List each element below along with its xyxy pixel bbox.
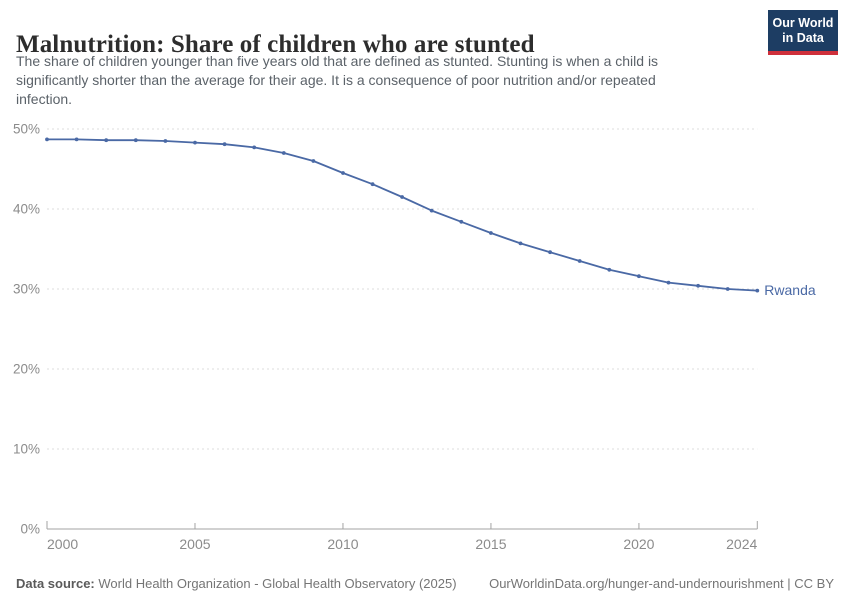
- x-tick-label: 2000: [47, 536, 78, 552]
- data-point[interactable]: [637, 274, 641, 279]
- data-point[interactable]: [607, 267, 612, 272]
- x-tick-label: 2024: [726, 536, 757, 552]
- data-source: Data source: World Health Organization -…: [16, 576, 457, 591]
- data-point[interactable]: [222, 142, 227, 147]
- subtitle-line: significantly shorter than the average f…: [16, 72, 656, 88]
- owid-logo-line1: Our World: [772, 16, 834, 30]
- stunting-line-chart[interactable]: 0% 10% 20% 30% 40% 50% 2000 2005 2010 2015 2020 202…: [0, 112, 850, 560]
- data-point[interactable]: [429, 208, 434, 213]
- data-point[interactable]: [518, 241, 523, 246]
- license-link[interactable]: OurWorldinData.org/hunger-and-undernouri…: [489, 576, 834, 591]
- data-point[interactable]: [696, 283, 700, 288]
- data-point[interactable]: [311, 159, 316, 163]
- y-tick-label: 20%: [13, 362, 40, 377]
- subtitle-line: The share of children younger than five …: [16, 53, 659, 69]
- data-point[interactable]: [45, 137, 49, 142]
- y-tick-label: 10%: [13, 442, 40, 457]
- data-point[interactable]: [666, 280, 671, 285]
- data-point[interactable]: [193, 140, 197, 145]
- data-point[interactable]: [489, 231, 493, 235]
- y-tick-label: 30%: [13, 282, 40, 297]
- page-subtitle: The share of children younger than five …: [16, 52, 746, 109]
- subtitle-line: infection.: [16, 91, 73, 107]
- data-source-value: World Health Organization - Global Healt…: [98, 576, 457, 591]
- data-point[interactable]: [252, 145, 257, 150]
- x-tick-label: 2020: [623, 536, 654, 552]
- data-point[interactable]: [104, 138, 109, 143]
- owid-logo-line2: in Data: [782, 31, 824, 45]
- series-line: [46, 138, 759, 292]
- page-title: Malnutrition: Share of children who are …: [16, 30, 535, 58]
- series-entity-label[interactable]: Rwanda: [764, 282, 816, 298]
- data-point[interactable]: [459, 219, 464, 224]
- chart-footer: Data source: World Health Organization -…: [16, 576, 834, 591]
- data-point[interactable]: [281, 151, 286, 155]
- data-point[interactable]: [370, 182, 375, 187]
- data-point[interactable]: [163, 139, 168, 143]
- y-tick-label: 0%: [20, 522, 40, 537]
- data-point[interactable]: [548, 250, 552, 255]
- data-point[interactable]: [725, 287, 730, 291]
- x-tick-label: 2010: [327, 536, 358, 552]
- data-point[interactable]: [577, 259, 582, 263]
- x-tick-label: 2005: [179, 536, 210, 552]
- data-point[interactable]: [755, 288, 760, 293]
- y-tick-label: 40%: [13, 202, 40, 217]
- data-source-label: Data source:: [16, 576, 95, 591]
- data-point[interactable]: [400, 195, 404, 199]
- x-tick-label: 2015: [475, 536, 506, 552]
- data-point[interactable]: [74, 137, 79, 142]
- y-tick-label: 50%: [13, 122, 40, 137]
- data-point[interactable]: [341, 171, 345, 175]
- owid-logo[interactable]: Our World in Data: [768, 10, 838, 55]
- data-point[interactable]: [133, 138, 138, 143]
